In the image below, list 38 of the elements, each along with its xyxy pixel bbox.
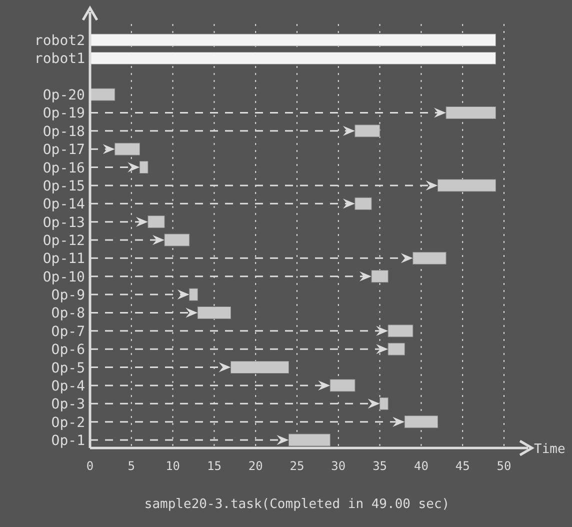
y-tick-label: Op-6 — [51, 342, 85, 358]
x-tick-label: 40 — [414, 459, 428, 473]
x-tick-label: 5 — [128, 459, 136, 473]
y-tick-label: Op-8 — [51, 306, 85, 322]
y-tick-label: Op-9 — [51, 288, 85, 304]
x-tick-label: 25 — [290, 459, 304, 473]
y-tick-label: Op-10 — [42, 269, 85, 286]
y-tick-label: Op-15 — [42, 178, 85, 194]
y-tick-label: Op-7 — [51, 324, 85, 340]
y-tick-label: Op-19 — [42, 106, 85, 122]
bar — [90, 52, 496, 64]
y-tick-label: Op-5 — [51, 360, 85, 376]
y-tick-label: robot2 — [34, 33, 85, 49]
y-tick-label: Op-13 — [42, 214, 85, 231]
y-tick-label: Op-4 — [51, 378, 85, 394]
x-tick-label: 45 — [455, 459, 470, 473]
y-tick-label: Op-16 — [42, 160, 85, 176]
bar — [90, 88, 116, 101]
y-tick-label: Op-2 — [51, 414, 85, 431]
y-tick-label: Op-17 — [42, 142, 85, 158]
y-tick-label: robot1 — [34, 51, 85, 68]
text: sample20-3.task(Completed in 49.00 sec) — [144, 497, 450, 512]
y-tick-label: Op-12 — [42, 233, 85, 249]
y-tick-label: Op-1 — [51, 433, 85, 449]
y-tick-label: Op-20 — [42, 88, 85, 104]
y-tick-label: Op-18 — [42, 124, 85, 140]
bar — [90, 34, 496, 46]
x-tick-label: 15 — [206, 459, 222, 473]
x-tick-label: 0 — [86, 459, 94, 473]
x-tick-label: 20 — [248, 459, 263, 473]
x-tick-label: 50 — [496, 459, 512, 473]
y-tick-label: Op-3 — [51, 396, 85, 413]
x-tick-label: 30 — [331, 459, 346, 473]
x-axis-title: Time — [534, 442, 566, 457]
y-tick-label: Op-11 — [42, 251, 85, 268]
x-tick-label: 35 — [372, 459, 388, 473]
y-tick-label: Op-14 — [42, 196, 85, 213]
x-tick-label: 10 — [166, 459, 180, 473]
